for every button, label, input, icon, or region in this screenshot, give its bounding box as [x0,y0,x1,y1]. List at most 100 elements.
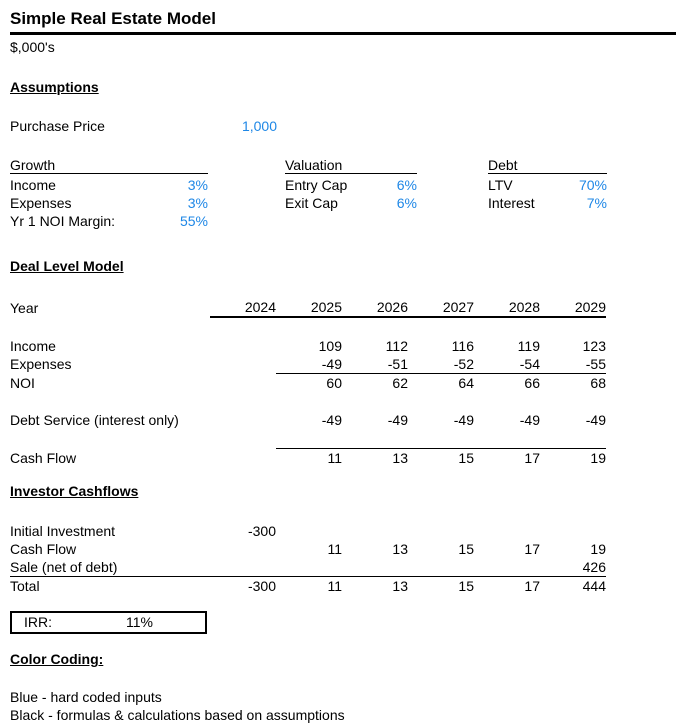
assumption-input[interactable]: 55% [179,213,208,229]
value-cell [342,558,408,577]
row-label: Total [10,578,40,594]
value-cell: 426 [540,558,606,577]
units-label: $,000's [10,39,55,55]
assumption-input[interactable]: 3% [187,195,208,211]
debt-group-header: Debt [488,157,607,174]
value-cell [474,522,540,540]
assumption-label: Income [10,177,56,193]
value-cell: -300 [247,578,276,594]
valuation-group-header: Valuation [285,157,417,174]
deal-model-heading: Deal Level Model [10,258,124,274]
value-cell: 68 [590,375,606,391]
row-label: Debt Service (interest only) [10,412,179,428]
value-cell [210,337,276,355]
assumption-label: Interest [488,195,535,211]
investor-cashflows-heading: Investor Cashflows [10,483,139,499]
page-title: Simple Real Estate Model [10,9,676,35]
valuation-group: Valuation Entry Cap 6% Exit Cap 6% [285,157,417,230]
value-cell: 19 [540,448,606,467]
row-label: Initial Investment [10,523,116,539]
purchase-price-row: Purchase Price 1,000 [10,119,676,134]
year-cell: 2024 [210,298,276,318]
value-cell: -49 [387,412,408,428]
value-cell: -49 [585,412,606,428]
assumption-groups: Growth Income 3% Expenses 3% Yr 1 NOI Ma… [10,157,676,230]
value-cell: 62 [392,375,408,391]
value-cell: 119 [517,338,540,354]
value-cell [408,558,474,577]
value-cell [210,449,276,468]
total-row: Total -300 11 13 15 17 444 [10,577,606,596]
value-cell: 66 [524,375,540,391]
row-label: Cash Flow [10,449,77,466]
irr-value: 11% [126,614,153,630]
purchase-price-label: Purchase Price [10,118,105,134]
value-cell: 60 [326,375,342,391]
value-cell: 15 [458,578,474,594]
spacer-row [10,392,606,411]
assumption-input[interactable]: 6% [396,195,417,211]
legend-line-blue: Blue - hard coded inputs [10,689,162,705]
irr-result-box: IRR: 11% [10,611,207,634]
value-cell: 17 [524,578,540,594]
value-cell: 13 [392,541,408,557]
assumptions-heading: Assumptions [10,79,99,95]
assumption-label: LTV [488,177,513,193]
year-label: Year [10,299,39,316]
value-cell: 17 [524,541,540,557]
debt-group: Debt LTV 70% Interest 7% [488,157,607,230]
irr-label: IRR: [24,614,52,630]
investor-table: Initial Investment -300 Cash Flow 11 13 … [10,522,606,595]
spacer-row [10,429,606,449]
year-cell: 2029 [540,298,606,318]
value-cell: 109 [318,338,342,354]
year-cell: 2026 [342,298,408,318]
value-cell: 15 [458,541,474,557]
assumption-input[interactable]: 7% [586,195,607,211]
assumption-input[interactable]: 3% [187,177,208,193]
value-cell [276,558,342,577]
value-cell: -55 [540,355,606,374]
value-cell: 17 [474,448,540,467]
value-cell: -49 [453,412,474,428]
color-coding-heading: Color Coding: [10,651,104,667]
legend-line-black: Black - formulas & calculations based on… [10,707,345,723]
assumption-row: Yr 1 NOI Margin: 55% [10,212,208,230]
value-cell: -49 [321,412,342,428]
value-cell: -49 [276,355,342,374]
investor-cash-flow-row: Cash Flow 11 13 15 17 19 [10,540,606,558]
value-cell [276,522,342,540]
growth-group: Growth Income 3% Expenses 3% Yr 1 NOI Ma… [10,157,208,230]
sale-row: Sale (net of debt) 426 [10,558,606,577]
row-label: NOI [10,374,35,391]
value-cell [210,558,276,577]
assumption-input[interactable]: 70% [578,177,607,193]
assumption-row: Interest 7% [488,194,607,212]
row-label: Expenses [10,356,72,373]
year-cell: 2028 [474,298,540,318]
value-cell: -49 [519,412,540,428]
value-cell: -54 [474,355,540,374]
row-label: Income [10,338,56,354]
deal-table: Year 2024 2025 2026 2027 2028 2029 Incom… [10,298,606,467]
value-cell [210,355,276,374]
assumption-label: Entry Cap [285,177,348,193]
purchase-price-input[interactable]: 1,000 [241,118,277,134]
assumption-label: Exit Cap [285,195,338,211]
value-cell: 13 [342,448,408,467]
value-cell [342,522,408,540]
assumption-row: Expenses 3% [10,194,208,212]
value-cell: 11 [327,541,342,557]
assumption-input[interactable]: 6% [396,177,417,193]
row-label: Cash Flow [10,541,77,557]
year-cell: 2027 [408,298,474,318]
value-cell: 13 [392,578,408,594]
value-cell: 444 [582,578,606,594]
value-cell: -52 [408,355,474,374]
assumption-label: Yr 1 NOI Margin: [10,213,116,229]
assumption-row: LTV 70% [488,176,607,194]
year-cell: 2025 [276,298,342,318]
value-cell: 116 [451,338,474,354]
value-cell: 11 [276,448,342,467]
initial-investment-row: Initial Investment -300 [10,522,606,540]
